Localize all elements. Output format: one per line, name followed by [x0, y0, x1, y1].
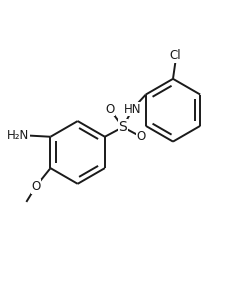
Text: O: O: [136, 130, 145, 143]
Text: H₂N: H₂N: [7, 129, 29, 142]
Text: HN: HN: [123, 103, 141, 115]
Text: Cl: Cl: [169, 49, 180, 62]
Text: O: O: [105, 103, 114, 115]
Text: O: O: [31, 180, 41, 193]
Text: S: S: [118, 120, 127, 134]
